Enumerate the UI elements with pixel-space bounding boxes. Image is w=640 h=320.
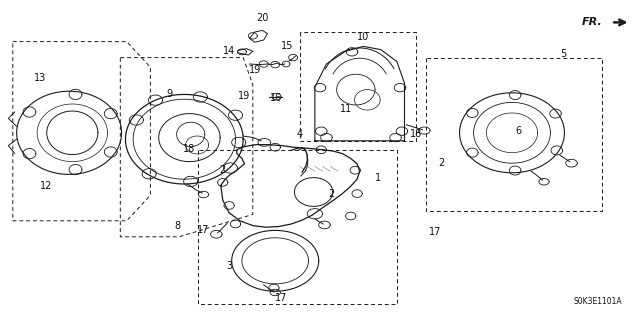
Text: 2: 2 [438, 158, 445, 168]
Text: 4: 4 [296, 129, 303, 140]
Text: 17: 17 [429, 227, 442, 237]
Text: 10: 10 [357, 32, 370, 42]
Text: 6: 6 [515, 126, 522, 136]
Text: 8: 8 [175, 220, 181, 231]
Text: 20: 20 [256, 12, 269, 23]
Text: 2: 2 [220, 164, 226, 175]
Text: 15: 15 [280, 41, 293, 52]
Text: 16: 16 [270, 92, 283, 103]
Text: FR.: FR. [582, 17, 603, 28]
Text: 11: 11 [339, 104, 352, 114]
Text: 17: 17 [275, 292, 288, 303]
Text: 2: 2 [328, 188, 335, 199]
Text: 1: 1 [374, 172, 381, 183]
Text: 13: 13 [33, 73, 46, 84]
Text: 5: 5 [560, 49, 566, 60]
Text: 18: 18 [182, 144, 195, 154]
Text: 9: 9 [166, 89, 173, 100]
Text: 3: 3 [226, 260, 232, 271]
Text: 12: 12 [40, 180, 52, 191]
Text: 19: 19 [248, 65, 261, 76]
Text: 17: 17 [197, 225, 210, 236]
Text: S0K3E1101A: S0K3E1101A [573, 297, 622, 306]
Text: 18: 18 [410, 129, 422, 140]
Text: 19: 19 [238, 91, 251, 101]
Text: 14: 14 [223, 46, 236, 56]
